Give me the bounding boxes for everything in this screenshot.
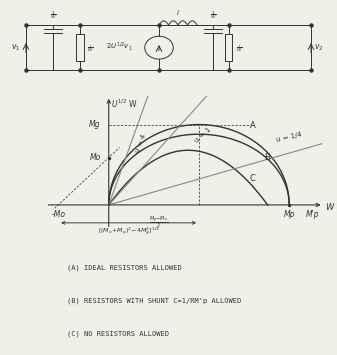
Text: $\frac{1}{W}$: $\frac{1}{W}$ bbox=[50, 9, 56, 21]
Text: $[(M_o\!+\!M_p)^2\!-\!4M_g^2]^{1/2}$: $[(M_o\!+\!M_p)^2\!-\!4M_g^2]^{1/2}$ bbox=[98, 225, 159, 237]
Text: $v_1$: $v_1$ bbox=[11, 42, 21, 53]
Text: M'p: M'p bbox=[306, 210, 319, 219]
Text: u = 1/4: u = 1/4 bbox=[276, 132, 303, 143]
Text: $v_2$: $v_2$ bbox=[314, 42, 324, 53]
Text: $\frac{i}{W}$: $\frac{i}{W}$ bbox=[236, 42, 242, 54]
Text: u = 1: u = 1 bbox=[193, 126, 212, 144]
Text: C: C bbox=[249, 174, 255, 183]
Text: u = 4: u = 4 bbox=[134, 133, 147, 153]
Text: Mp: Mp bbox=[283, 210, 295, 219]
Text: (B) RESISTORS WITH SHUNT C=1/RM'p ALLOWED: (B) RESISTORS WITH SHUNT C=1/RM'p ALLOWE… bbox=[67, 297, 242, 304]
Text: $\frac{1}{W}$: $\frac{1}{W}$ bbox=[210, 9, 216, 21]
Text: $i$: $i$ bbox=[176, 8, 180, 17]
Text: $\frac{i}{W}$: $\frac{i}{W}$ bbox=[87, 42, 93, 54]
Text: $2U^{1/2}v_1$: $2U^{1/2}v_1$ bbox=[106, 40, 133, 53]
Text: Mo: Mo bbox=[89, 153, 101, 162]
Text: (C) NO RESISTORS ALLOWED: (C) NO RESISTORS ALLOWED bbox=[67, 330, 170, 337]
Text: (A) IDEAL RESISTORS ALLOWED: (A) IDEAL RESISTORS ALLOWED bbox=[67, 265, 182, 271]
Text: Mg: Mg bbox=[89, 120, 101, 129]
Text: A: A bbox=[249, 121, 255, 130]
Text: W: W bbox=[325, 203, 334, 212]
Bar bbox=[225, 34, 233, 61]
Text: B: B bbox=[264, 153, 270, 162]
Text: $U^{1/2}$ W: $U^{1/2}$ W bbox=[112, 97, 138, 110]
Bar bbox=[76, 34, 84, 61]
Text: $\frac{M_p\!-\!M_o}{2}$: $\frac{M_p\!-\!M_o}{2}$ bbox=[149, 214, 168, 230]
Text: -Mo: -Mo bbox=[51, 210, 65, 219]
